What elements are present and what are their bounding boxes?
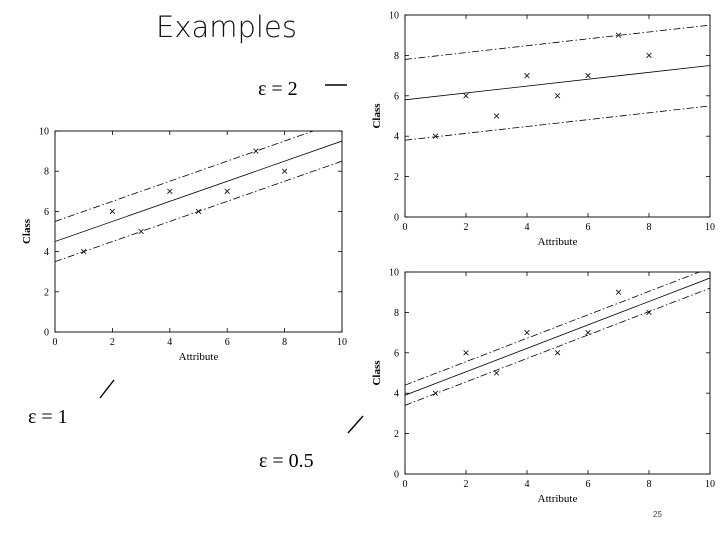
regression-line (55, 140, 342, 242)
x-tick-label: 4 (525, 222, 530, 233)
y-tick-label: 0 (394, 213, 399, 224)
x-axis-label: Attribute (538, 493, 578, 505)
y-axis-label: Class (371, 360, 383, 386)
data-point (281, 168, 288, 174)
data-point (463, 93, 469, 99)
data-point (646, 309, 652, 316)
y-tick-label: 8 (394, 308, 399, 319)
x-tick-label: 0 (403, 479, 408, 490)
y-tick-label: 10 (39, 127, 49, 138)
y-tick-label: 2 (394, 172, 399, 183)
chart-epsilon-0-5: 0 2 4 6 8 10 0 2 4 6 8 10 Attribute Class (371, 268, 715, 506)
y-tick-label: 8 (44, 167, 49, 178)
x-tick-label: 8 (647, 222, 652, 233)
regression-lines (405, 272, 710, 406)
data-point (463, 350, 469, 356)
chart-epsilon-2: 0 2 4 6 8 10 0 2 4 6 8 10 Attribute Class (371, 11, 715, 249)
data-point (224, 188, 230, 194)
y-tick-label: 8 (394, 51, 399, 62)
slide-title: Examples (156, 10, 297, 44)
y-axis-label: Class (371, 103, 383, 129)
x-tick-label: 6 (586, 479, 591, 490)
x-axis-label: Attribute (538, 236, 578, 248)
x-tick-label: 10 (337, 337, 347, 348)
data-point (195, 208, 202, 215)
epsilon-label-0-5: ε = 0.5 (259, 450, 314, 472)
x-tick-label: 2 (110, 337, 115, 348)
data-point (646, 52, 652, 59)
data-point (167, 188, 173, 194)
x-tick-label: 0 (53, 337, 58, 348)
epsilon-tube-boundary-line (405, 105, 710, 141)
x-tick-label: 10 (705, 479, 715, 490)
x-tick-label: 0 (403, 222, 408, 233)
plot-frame (54, 130, 343, 333)
epsilon-tube-boundary-line (405, 24, 710, 60)
pointer-line-eps-0-5 (347, 415, 364, 434)
plot-frame (404, 271, 711, 475)
x-tick-label: 2 (464, 222, 469, 233)
data-point (524, 329, 530, 336)
data-point (493, 113, 500, 119)
data-point (615, 32, 622, 38)
y-tick-label: 6 (44, 207, 49, 218)
x-tick-label: 4 (167, 337, 172, 348)
data-point (554, 93, 561, 99)
data-point (554, 350, 561, 356)
x-axis-label: Attribute (179, 351, 219, 363)
regression-line (405, 277, 710, 396)
data-point (253, 148, 259, 154)
data-point (585, 72, 591, 79)
pointer-line-eps-1 (99, 379, 115, 399)
epsilon-label-2: ε = 2 (258, 78, 298, 100)
slide-page-number: 25 (653, 510, 662, 519)
x-tick-label: 2 (464, 479, 469, 490)
x-tick-label: 4 (525, 479, 530, 490)
epsilon-tube-boundary-line (55, 131, 315, 222)
regression-line (405, 65, 710, 101)
y-tick-label: 4 (394, 132, 399, 143)
chart-epsilon-1: 0 2 4 6 8 10 0 2 4 6 8 10 Attribute Class (21, 127, 347, 364)
y-tick-label: 6 (394, 91, 399, 102)
x-tick-label: 8 (282, 337, 287, 348)
epsilon-tube-boundary-line (405, 272, 701, 386)
regression-lines (55, 131, 342, 263)
data-point (615, 289, 622, 295)
data-point (109, 208, 116, 215)
y-tick-label: 4 (44, 247, 49, 258)
y-tick-label: 10 (389, 268, 399, 279)
data-point (81, 248, 87, 255)
y-tick-label: 4 (394, 389, 399, 400)
data-point (524, 72, 530, 79)
data-point (493, 370, 500, 376)
data-point (432, 390, 439, 396)
y-tick-label: 0 (44, 328, 49, 339)
y-tick-label: 10 (389, 11, 399, 22)
y-tick-label: 2 (394, 429, 399, 440)
data-point (138, 228, 144, 235)
x-tick-label: 8 (647, 479, 652, 490)
x-tick-label: 10 (705, 222, 715, 233)
x-tick-label: 6 (586, 222, 591, 233)
epsilon-tube-boundary-line (405, 287, 710, 406)
y-axis-label: Class (21, 218, 33, 244)
y-tick-label: 2 (44, 287, 49, 298)
plot-frame (404, 14, 711, 218)
y-tick-label: 0 (394, 470, 399, 481)
x-tick-label: 6 (225, 337, 230, 348)
y-tick-label: 6 (394, 348, 399, 359)
data-point (585, 329, 591, 336)
epsilon-label-1: ε = 1 (28, 406, 68, 428)
regression-lines (405, 24, 710, 141)
data-point (432, 133, 439, 139)
